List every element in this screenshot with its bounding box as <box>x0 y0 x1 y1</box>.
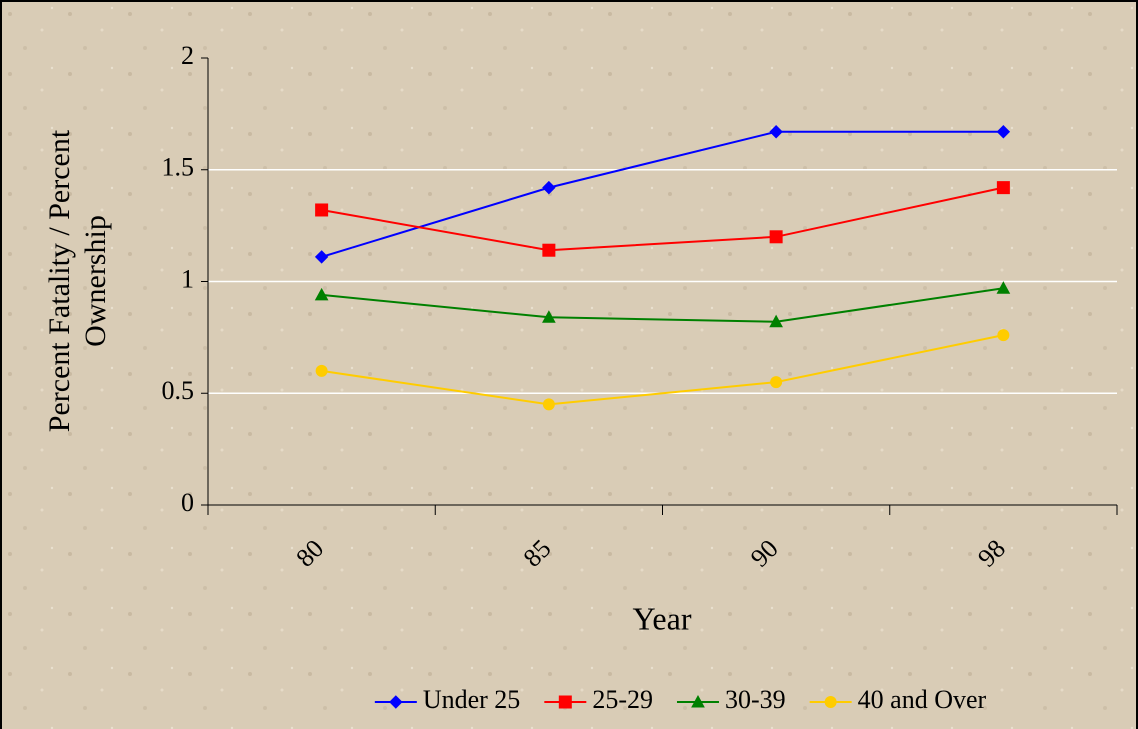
marker <box>996 281 1011 294</box>
marker <box>389 695 403 709</box>
marker <box>542 398 555 411</box>
y-tick-label: 0 <box>181 488 194 517</box>
marker <box>315 203 329 217</box>
marker <box>996 125 1011 139</box>
marker <box>691 694 705 708</box>
marker <box>769 314 783 328</box>
marker <box>558 695 572 709</box>
y-tick-label: 1.5 <box>162 153 195 182</box>
y-tick-label: 1 <box>181 264 194 293</box>
marker <box>824 696 837 708</box>
y-tick-label: 2 <box>181 41 194 70</box>
marker <box>542 243 556 257</box>
legend-label: 40 and Over <box>858 685 987 714</box>
marker <box>315 364 328 377</box>
y-tick-label: 0.5 <box>162 376 195 405</box>
marker <box>997 329 1010 342</box>
marker <box>314 250 329 264</box>
series-line <box>321 287 1004 323</box>
marker <box>769 125 783 139</box>
y-label-line: Percent Fatality / Percent <box>43 129 76 432</box>
marker <box>770 376 783 389</box>
y-axis-label: Percent Fatality / Percent Ownership <box>43 129 112 432</box>
marker <box>996 181 1010 195</box>
x-axis-label: Year <box>633 600 692 636</box>
legend-label: 30-39 <box>725 685 786 714</box>
series-line <box>321 186 1004 252</box>
y-label-line: Ownership <box>79 215 112 347</box>
marker <box>542 310 556 323</box>
marker <box>769 230 783 244</box>
marker <box>314 287 329 301</box>
series-line <box>321 334 1004 406</box>
series-line <box>321 130 1004 258</box>
legend-label: Under 25 <box>423 685 520 714</box>
legend-label: 25-29 <box>592 685 653 714</box>
marker <box>542 180 556 195</box>
